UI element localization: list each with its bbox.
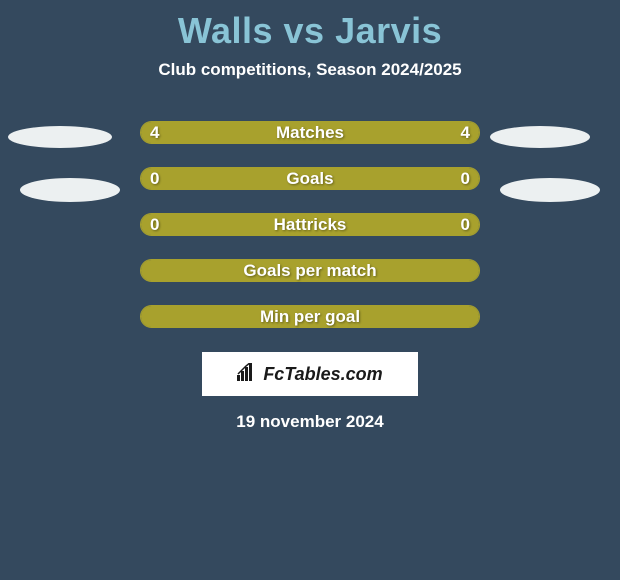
bar-fill-right [310, 122, 479, 143]
stat-value-right: 0 [461, 213, 470, 236]
date: 19 november 2024 [0, 412, 620, 432]
stat-bar [140, 121, 480, 144]
logo-text: FcTables.com [263, 364, 382, 385]
bar-fill-left [141, 306, 479, 327]
bar-fill-left [141, 260, 479, 281]
stat-bar [140, 305, 480, 328]
stat-bar [140, 167, 480, 190]
logo-box: FcTables.com [202, 352, 418, 396]
ellipse-right [500, 178, 600, 202]
stat-row: Hattricks00 [0, 202, 620, 248]
stat-row: Min per goal [0, 294, 620, 340]
stat-bar [140, 259, 480, 282]
subtitle: Club competitions, Season 2024/2025 [0, 60, 620, 80]
stat-value-left: 0 [150, 213, 159, 236]
bar-fill-left [141, 168, 479, 189]
ellipse-left [20, 178, 120, 202]
stat-value-right: 0 [461, 167, 470, 190]
bar-fill-left [141, 122, 310, 143]
bar-fill-left [141, 214, 479, 235]
page-title: Walls vs Jarvis [0, 0, 620, 52]
stat-value-left: 4 [150, 121, 159, 144]
bars-icon [237, 363, 259, 386]
stat-value-left: 0 [150, 167, 159, 190]
stat-value-right: 4 [461, 121, 470, 144]
stat-bar [140, 213, 480, 236]
ellipse-left [8, 126, 112, 148]
logo: FcTables.com [237, 363, 382, 386]
stat-row: Goals per match [0, 248, 620, 294]
ellipse-right [490, 126, 590, 148]
